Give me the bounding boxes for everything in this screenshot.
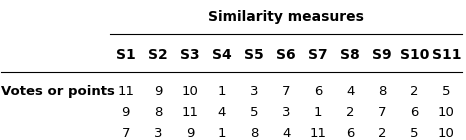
Text: 4: 4	[218, 106, 226, 119]
Text: S7: S7	[308, 48, 328, 62]
Text: 4: 4	[282, 127, 290, 140]
Text: 7: 7	[122, 127, 130, 140]
Text: 9: 9	[154, 85, 162, 98]
Text: S2: S2	[148, 48, 168, 62]
Text: 6: 6	[314, 85, 322, 98]
Text: S8: S8	[340, 48, 360, 62]
Text: 2: 2	[346, 106, 355, 119]
Text: 5: 5	[410, 127, 418, 140]
Text: S1: S1	[116, 48, 136, 62]
Text: 7: 7	[378, 106, 386, 119]
Text: 10: 10	[438, 106, 455, 119]
Text: 3: 3	[154, 127, 162, 140]
Text: 11: 11	[309, 127, 327, 140]
Text: 8: 8	[378, 85, 386, 98]
Text: 9: 9	[122, 106, 130, 119]
Text: 4: 4	[346, 85, 354, 98]
Text: 10: 10	[181, 85, 199, 98]
Text: 11: 11	[181, 106, 199, 119]
Text: S9: S9	[372, 48, 392, 62]
Text: S5: S5	[244, 48, 264, 62]
Text: 3: 3	[282, 106, 290, 119]
Text: Votes or points: Votes or points	[1, 85, 115, 98]
Text: 5: 5	[442, 85, 451, 98]
Text: 9: 9	[185, 127, 194, 140]
Text: S11: S11	[432, 48, 461, 62]
Text: 2: 2	[378, 127, 386, 140]
Text: 1: 1	[314, 106, 322, 119]
Text: S10: S10	[400, 48, 429, 62]
Text: S3: S3	[180, 48, 200, 62]
Text: S6: S6	[276, 48, 296, 62]
Text: 6: 6	[410, 106, 418, 119]
Text: S4: S4	[212, 48, 232, 62]
Text: 1: 1	[218, 127, 226, 140]
Text: 1: 1	[218, 85, 226, 98]
Text: Similarity measures: Similarity measures	[208, 10, 364, 24]
Text: 7: 7	[282, 85, 290, 98]
Text: 8: 8	[250, 127, 258, 140]
Text: 8: 8	[154, 106, 162, 119]
Text: 5: 5	[250, 106, 258, 119]
Text: 10: 10	[438, 127, 455, 140]
Text: 3: 3	[250, 85, 258, 98]
Text: 11: 11	[117, 85, 134, 98]
Text: 2: 2	[410, 85, 418, 98]
Text: 6: 6	[346, 127, 354, 140]
